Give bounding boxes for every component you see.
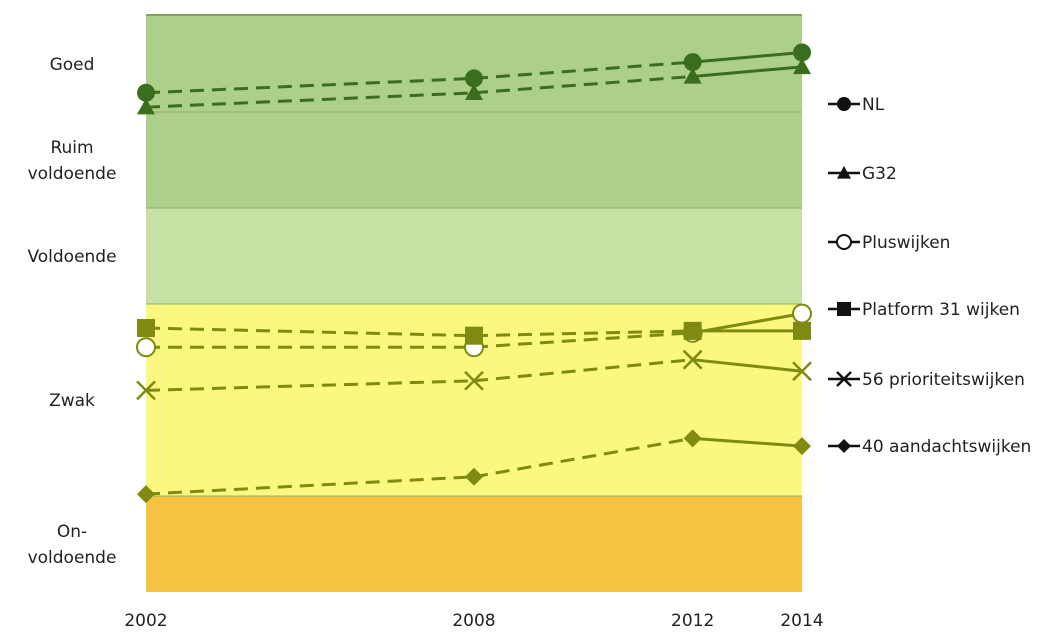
data-point: [137, 83, 155, 102]
x-tick-label: 2008: [452, 611, 495, 631]
legend-label: 40 aandachtswijken: [862, 437, 1031, 457]
series-segment-0: [692, 50, 803, 64]
legend-label: 56 prioriteitswijken: [862, 370, 1025, 390]
series-segment-1: [145, 91, 475, 109]
series-segment-2: [473, 331, 693, 349]
series-segment-0: [473, 60, 693, 80]
data-point: [137, 485, 155, 504]
data-point: [465, 326, 483, 345]
band-label: On-voldoende: [28, 522, 117, 568]
data-point: [465, 467, 483, 486]
band-label: Voldoende: [27, 247, 116, 267]
band-2: [146, 208, 802, 304]
data-point: [792, 361, 812, 382]
data-point: [137, 98, 155, 115]
legend-label: NL: [862, 95, 885, 115]
series-segment-1: [473, 74, 693, 95]
data-point: [683, 67, 702, 84]
series-segment-4: [473, 358, 693, 383]
series-segment-3: [145, 326, 475, 338]
series-segment-0: [145, 76, 475, 95]
data-point: [683, 429, 702, 448]
series-segment-5: [145, 475, 475, 496]
data-point: [793, 57, 811, 75]
data-point: [793, 437, 811, 456]
x-tick-label: 2002: [124, 611, 167, 631]
series-segment-1: [692, 65, 803, 78]
series-segment-5: [473, 436, 693, 479]
data-point: [683, 53, 702, 72]
data-point: [682, 349, 703, 370]
series-segment-4: [145, 379, 475, 392]
legend-marker: [837, 302, 851, 316]
series-segment-5: [692, 436, 803, 448]
data-point: [792, 303, 812, 324]
series-segment-4: [692, 358, 803, 373]
legend-marker: [837, 166, 851, 179]
data-point: [793, 321, 811, 340]
band-label-group: On-voldoende Zwak Voldoende Ruim voldoende Go…: [27, 55, 116, 568]
data-point: [465, 69, 483, 88]
series-line-group: [145, 50, 803, 496]
band-label: Zwak: [49, 391, 95, 411]
data-point: [136, 337, 156, 358]
legend-marker: [836, 234, 852, 250]
data-point: [464, 370, 484, 391]
data-point: [465, 83, 483, 100]
band-0: [146, 496, 802, 592]
x-tick-label: 2012: [671, 611, 714, 631]
legend-marker: [837, 97, 851, 111]
legend-marker: [837, 439, 851, 453]
series-segment-3: [473, 329, 693, 338]
legend-label: Pluswijken: [862, 233, 950, 253]
data-point: [137, 319, 155, 337]
legend: NL G32 Pluswijken Platform 31 wijken 56 prio…: [828, 95, 1031, 457]
band-label: Ruim voldoende: [28, 138, 117, 184]
series-marker-group: [136, 43, 812, 504]
data-point: [136, 380, 156, 401]
x-tick-group: 2002 2008 2012 2014: [124, 611, 823, 631]
band-3: [146, 112, 802, 208]
data-point: [683, 321, 702, 340]
legend-label: Platform 31 wijken: [862, 300, 1020, 320]
x-tick-label: 2014: [780, 611, 823, 631]
legend-label: G32: [862, 164, 897, 184]
legend-marker: [836, 371, 852, 387]
band-label: Goed: [50, 55, 95, 75]
data-point: [793, 43, 811, 62]
